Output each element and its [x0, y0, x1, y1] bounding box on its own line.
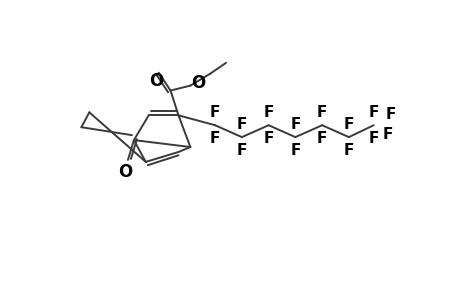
Text: F: F [343, 117, 353, 132]
Text: F: F [209, 105, 220, 120]
Text: F: F [236, 117, 246, 132]
Text: F: F [209, 130, 220, 146]
Text: F: F [290, 142, 300, 158]
Text: F: F [263, 130, 273, 146]
Text: O: O [118, 163, 132, 181]
Text: O: O [191, 74, 205, 92]
Text: F: F [368, 130, 378, 146]
Text: F: F [316, 130, 327, 146]
Text: F: F [368, 105, 378, 120]
Text: F: F [236, 142, 246, 158]
Text: F: F [290, 117, 300, 132]
Text: F: F [381, 127, 392, 142]
Text: F: F [316, 105, 327, 120]
Text: F: F [385, 107, 395, 122]
Text: F: F [263, 105, 273, 120]
Text: F: F [343, 142, 353, 158]
Text: O: O [149, 72, 163, 90]
